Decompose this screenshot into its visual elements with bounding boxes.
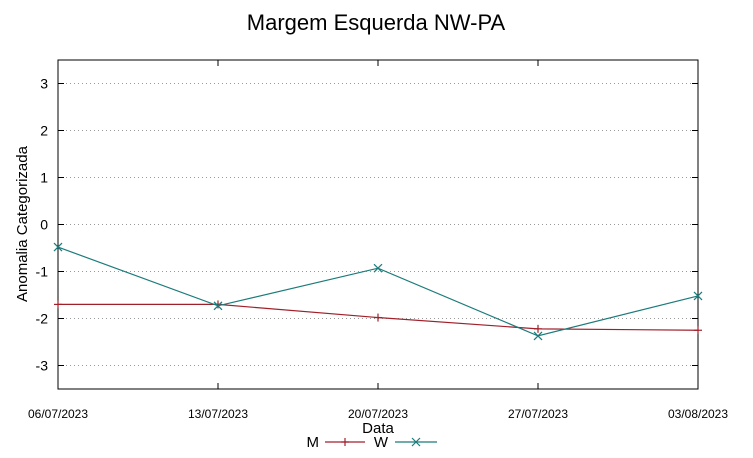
legend-swatch-w bbox=[395, 437, 437, 447]
legend-label-m: M bbox=[307, 434, 320, 451]
series-line-w bbox=[57, 246, 699, 337]
tick-label-y: 1 bbox=[40, 170, 48, 186]
tick-label-y: 2 bbox=[40, 123, 48, 139]
legend-swatch-m bbox=[325, 438, 365, 446]
data-point-w bbox=[373, 263, 383, 273]
x-axis-label: Data bbox=[362, 420, 394, 437]
tick-label-x: 27/07/2023 bbox=[508, 407, 568, 421]
tick-label-x: 03/08/2023 bbox=[668, 407, 728, 421]
tick-label-x: 20/07/2023 bbox=[348, 407, 408, 421]
y-axis-ticks: 3 2 1 0 -1 -2 -3 bbox=[36, 76, 698, 374]
data-point-m bbox=[534, 324, 542, 333]
gridlines bbox=[58, 83, 698, 366]
data-point-w bbox=[213, 301, 223, 311]
x-axis-ticks: 06/07/2023 13/07/2023 20/07/2023 27/07/2023… bbox=[28, 60, 728, 421]
legend-marker-w bbox=[411, 437, 421, 447]
tick-label-x: 06/07/2023 bbox=[28, 407, 88, 421]
legend-label-w: W bbox=[374, 434, 389, 451]
legend: M W bbox=[307, 434, 437, 451]
chart-title: Margem Esquerda NW-PA bbox=[247, 10, 506, 35]
tick-label-x: 13/07/2023 bbox=[188, 407, 248, 421]
y-axis-label: Anomalia Categorizada bbox=[14, 145, 31, 302]
data-point-w bbox=[693, 291, 703, 301]
legend-marker-m bbox=[341, 438, 349, 446]
tick-label-y: -1 bbox=[36, 264, 49, 280]
series-group bbox=[53, 242, 703, 341]
data-point-m bbox=[694, 326, 702, 335]
tick-label-y: -2 bbox=[36, 311, 49, 327]
tick-label-y: 0 bbox=[40, 217, 48, 233]
data-point-w bbox=[53, 242, 63, 252]
tick-label-y: -3 bbox=[36, 358, 49, 374]
data-point-m bbox=[374, 313, 382, 322]
tick-label-y: 3 bbox=[40, 76, 48, 92]
data-point-w bbox=[533, 331, 543, 341]
data-point-m bbox=[54, 300, 62, 309]
